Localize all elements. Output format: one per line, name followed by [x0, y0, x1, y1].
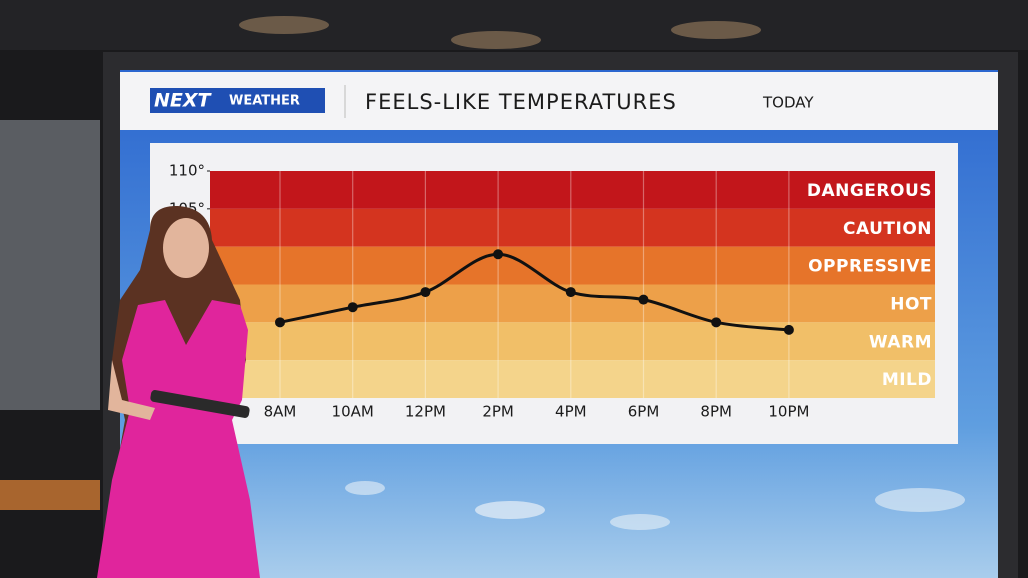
chart-title: FEELS-LIKE TEMPERATURES [365, 90, 677, 114]
band-label: OPPRESSIVE [808, 257, 932, 277]
side-window [0, 120, 100, 410]
side-desk [0, 480, 100, 510]
cloud [610, 514, 670, 530]
arm [108, 360, 155, 420]
point [565, 287, 576, 298]
x-tick-label: 10PM [768, 403, 809, 421]
x-tick-label: 8PM [700, 403, 732, 421]
point [275, 317, 285, 328]
presenter [97, 205, 260, 578]
point [783, 324, 794, 335]
band-label: DANGEROUS [807, 181, 932, 201]
logo-box [150, 88, 325, 113]
dress [97, 300, 260, 578]
x-tick-label: 10AM [332, 403, 374, 421]
clicker-tablet [150, 390, 250, 418]
point [420, 287, 431, 298]
point [711, 317, 722, 328]
cloud [875, 488, 965, 512]
x-tick-label: 8AM [264, 403, 297, 421]
ceiling-light [451, 31, 541, 49]
brand: WEATHER [229, 94, 300, 109]
face [163, 218, 209, 278]
logo: NEXT [154, 90, 213, 112]
band-label: WARM [869, 332, 932, 352]
plot: DANGEROUS CAUTION OPPRESSIVE HOT WARM MILD 110… [169, 162, 935, 421]
band-label: HOT [890, 294, 932, 314]
chart-subtitle: TODAY [762, 94, 814, 112]
ceiling-light [671, 21, 761, 39]
point [493, 249, 504, 260]
x-tick-label: 6PM [628, 403, 660, 421]
cloud [345, 481, 385, 495]
x-tick-label: 4PM [555, 403, 587, 421]
band [210, 322, 935, 361]
ceiling-light [239, 16, 329, 34]
band [210, 246, 935, 285]
x-tick-label: 2PM [482, 403, 514, 421]
point [347, 302, 358, 313]
x-tick-label: 12PM [405, 403, 446, 421]
band [210, 171, 935, 209]
cloud [475, 501, 545, 519]
point [638, 294, 649, 305]
y-tick-label: 110° [169, 162, 205, 180]
band [210, 208, 935, 247]
band-label: CAUTION [843, 219, 932, 239]
line [279, 252, 790, 332]
band [210, 360, 935, 398]
band-label: MILD [882, 370, 932, 390]
